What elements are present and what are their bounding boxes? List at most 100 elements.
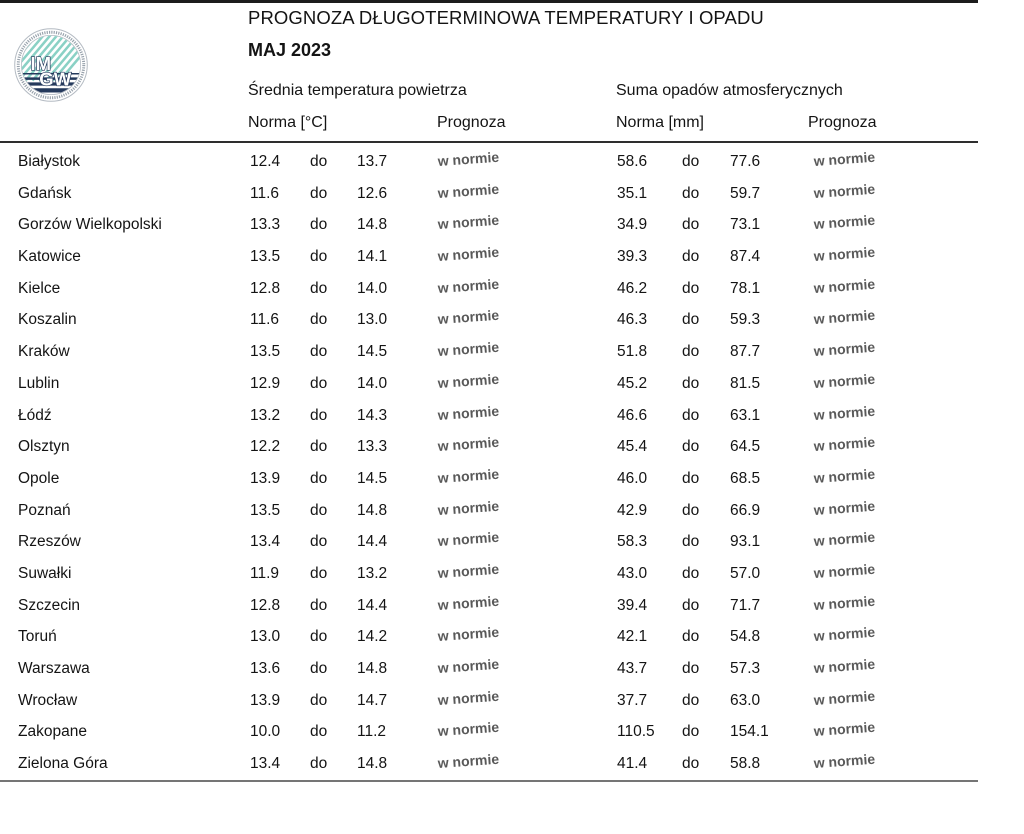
temp-norm-min: 12.9 <box>250 374 281 392</box>
temp-forecast-value: w normie <box>437 433 500 455</box>
precip-norm-min: 43.0 <box>617 564 648 582</box>
range-separator: do <box>310 184 328 202</box>
table-row: Wrocław 13.9 do 14.7 w normie 37.7 do 63.0 w nor… <box>0 685 1024 717</box>
city-name: Poznań <box>18 501 71 519</box>
temp-forecast-value: w normie <box>437 497 500 518</box>
range-separator: do <box>310 723 328 741</box>
precip-norm-min: 39.3 <box>617 248 648 266</box>
temp-norm-max: 14.3 <box>357 406 388 424</box>
table-row: Opole 13.9 do 14.5 w normie 46.0 do 68.5 w normi… <box>0 463 1024 495</box>
precip-norm-min: 37.7 <box>617 691 648 709</box>
city-name: Gdańsk <box>18 184 72 202</box>
table-row: Białystok 12.4 do 13.7 w normie 58.6 do 77.6 w n… <box>0 146 1024 178</box>
table-row: Katowice 13.5 do 14.1 w normie 39.3 do 87.4 w no… <box>0 241 1024 273</box>
temp-norm-min: 13.5 <box>250 248 281 266</box>
city-name: Zielona Góra <box>18 755 108 773</box>
precip-forecast-value: w normie <box>813 180 876 201</box>
table-body: Białystok 12.4 do 13.7 w normie 58.6 do 77.6 w n… <box>0 146 1024 780</box>
precip-norm-min: 41.4 <box>617 755 648 773</box>
precip-norm-min: 58.6 <box>617 153 648 170</box>
precip-norm-min: 34.9 <box>617 216 648 234</box>
temperature-group-header: Średnia temperatura powietrza <box>248 82 467 99</box>
precip-norm-min: 42.1 <box>617 628 648 646</box>
range-separator: do <box>682 374 700 392</box>
precip-forecast-value: w normie <box>813 275 876 296</box>
range-separator: do <box>682 564 700 582</box>
precipitation-group-header: Suma opadów atmosferycznych <box>616 82 843 99</box>
precip-forecast-value: w normie <box>813 212 876 233</box>
precip-norm-max: 64.5 <box>730 438 761 456</box>
range-separator: do <box>310 343 328 361</box>
city-name: Toruń <box>18 628 57 646</box>
logo-initials-bottom: GW <box>39 68 71 89</box>
precip-norm-max: 154.1 <box>730 723 769 741</box>
precip-norm-max: 93.1 <box>730 533 761 551</box>
table-row: Warszawa 13.6 do 14.8 w normie 43.7 do 57.3 w no… <box>0 653 1024 685</box>
table-row: Szczecin 12.8 do 14.4 w normie 39.4 do 71.7 w no… <box>0 590 1024 622</box>
temp-forecast-value: w normie <box>437 275 500 296</box>
temp-norm-min: 13.6 <box>250 660 281 677</box>
precip-norm-max: 63.1 <box>730 406 761 424</box>
temp-norm-max: 14.8 <box>357 501 388 519</box>
temp-forecast-value: w normie <box>437 148 500 169</box>
temp-norm-min: 11.9 <box>250 564 280 582</box>
precip-forecast-value: w normie <box>813 465 876 486</box>
temp-norm-max: 14.7 <box>357 691 388 709</box>
precip-norm-min: 46.3 <box>617 311 648 329</box>
precip-forecast-value: w normie <box>813 497 876 518</box>
precip-norm-max: 73.1 <box>730 216 761 234</box>
temp-forecast-value: w normie <box>437 402 500 423</box>
range-separator: do <box>310 564 328 582</box>
precip-norm-max: 78.1 <box>730 279 761 297</box>
range-separator: do <box>310 755 328 773</box>
city-name: Kraków <box>18 343 70 361</box>
precip-norm-max: 87.4 <box>730 248 761 266</box>
temp-norm-min: 11.6 <box>250 311 280 329</box>
range-separator: do <box>682 469 700 487</box>
range-separator: do <box>310 628 328 646</box>
range-separator: do <box>310 153 328 170</box>
temp-norm-max: 14.5 <box>357 469 388 487</box>
precip-norm-min: 35.1 <box>617 184 648 202</box>
range-separator: do <box>310 501 328 519</box>
precip-forecast-value: w normie <box>813 338 876 360</box>
temp-norm-min: 12.8 <box>250 596 281 614</box>
precip-norm-min: 58.3 <box>617 533 648 551</box>
temp-forecast-value: w normie <box>437 243 500 265</box>
precip-forecast-value: w normie <box>813 307 876 328</box>
precip-forecast-value: w normie <box>813 719 876 740</box>
precip-forecast-value: w normie <box>813 402 876 423</box>
range-separator: do <box>682 406 700 424</box>
precip-norm-max: 63.0 <box>730 691 761 709</box>
table-row: Rzeszów 13.4 do 14.4 w normie 58.3 do 93.1 w nor… <box>0 526 1024 558</box>
range-separator: do <box>682 533 700 551</box>
range-separator: do <box>682 311 700 329</box>
precip-norm-min: 46.0 <box>617 469 648 487</box>
temp-norm-max: 14.8 <box>357 660 388 677</box>
precip-norm-min: 45.2 <box>617 374 648 392</box>
temp-forecast-value: w normie <box>437 750 500 772</box>
precip-forecast-value: w normie <box>813 687 876 708</box>
temp-norm-max: 14.8 <box>357 755 388 773</box>
precip-forecast-value: w normie <box>813 243 876 265</box>
temp-norm-min: 13.3 <box>250 216 281 234</box>
range-separator: do <box>310 374 328 392</box>
range-separator: do <box>682 248 700 266</box>
temp-norm-min: 12.2 <box>250 438 281 456</box>
precip-norm-max: 58.8 <box>730 755 761 773</box>
temp-norm-max: 11.2 <box>357 723 387 741</box>
table-row: Gdańsk 11.6 do 12.6 w normie 35.1 do 59.7 w norm… <box>0 178 1024 210</box>
table-row: Gorzów Wielkopolski 13.3 do 14.8 w normie 34.… <box>0 209 1024 241</box>
temp-norm-min: 10.0 <box>250 723 281 741</box>
temp-forecast-value: w normie <box>437 212 500 233</box>
precip-norm-min: 45.4 <box>617 438 648 456</box>
temp-norm-max: 14.4 <box>357 596 388 614</box>
precip-norm-max: 87.7 <box>730 343 761 361</box>
temp-norm-min: 11.6 <box>250 184 280 202</box>
temp-norm-min: 13.5 <box>250 343 281 361</box>
range-separator: do <box>682 343 700 361</box>
temp-norm-max: 13.0 <box>357 311 388 329</box>
precip-norm-max: 57.3 <box>730 660 761 677</box>
precip-forecast-value: w normie <box>813 148 876 169</box>
table-row: Lublin 12.9 do 14.0 w normie 45.2 do 81.5 w norm… <box>0 368 1024 400</box>
